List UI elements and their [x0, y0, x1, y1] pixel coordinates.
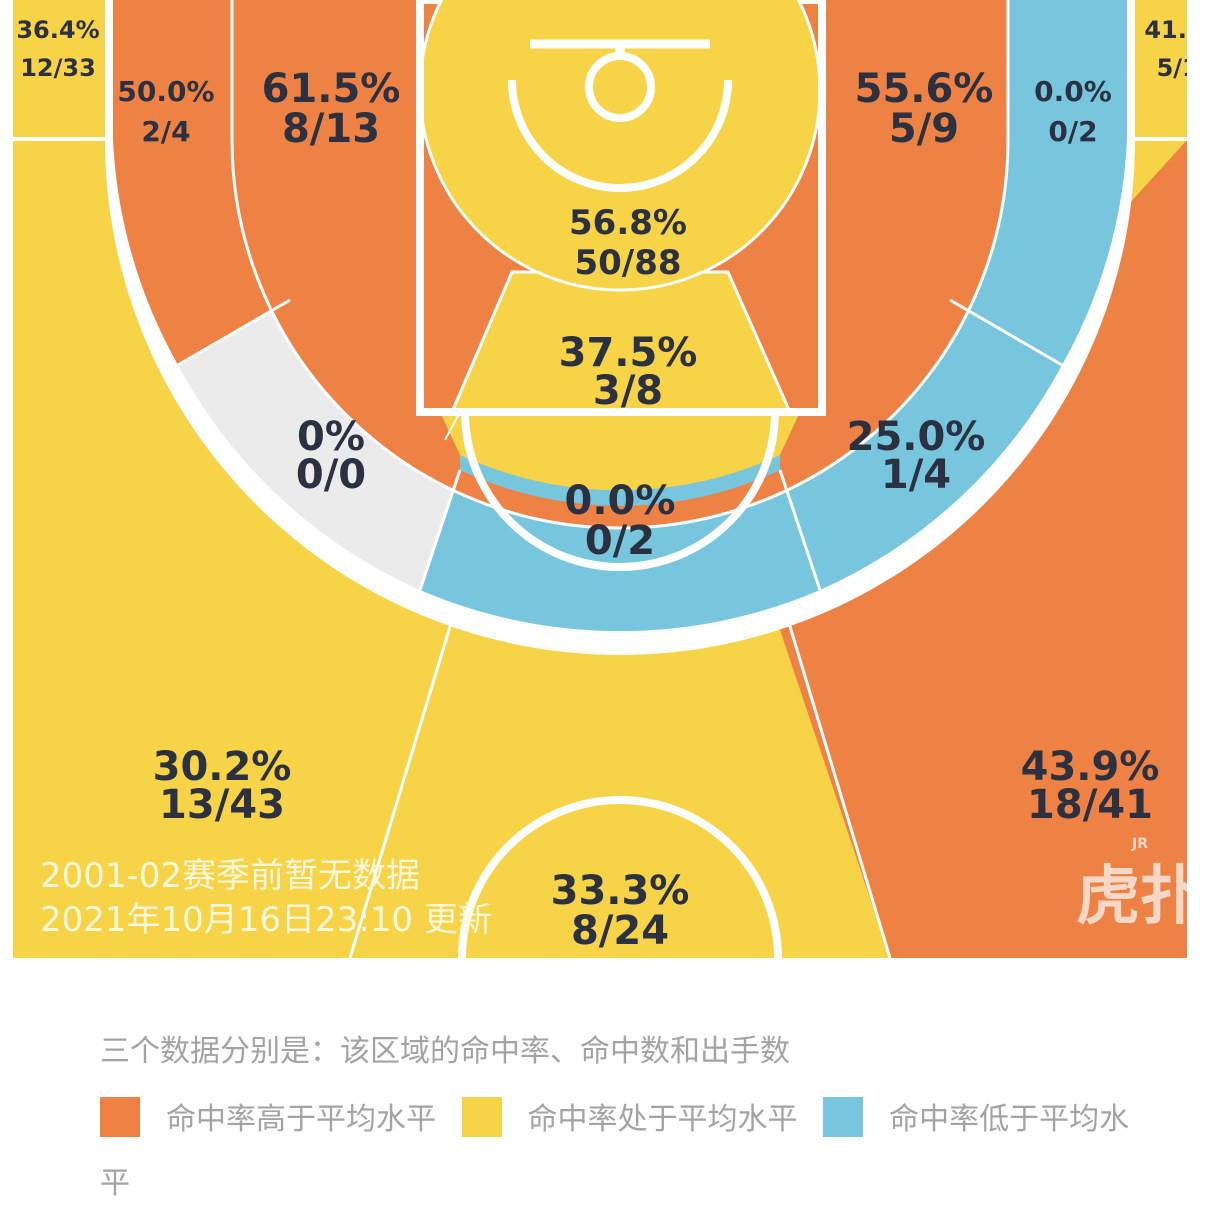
zone-label-frac: 0/0	[296, 452, 366, 498]
zone-left-wing-mid	[178, 300, 460, 590]
hupu-watermark: 虎扑	[1076, 860, 1204, 934]
zone-label-pct: 55.6%	[855, 66, 994, 112]
zone-label-frac: 8/13	[282, 106, 380, 152]
zone-label-frac: 5/12	[1157, 54, 1216, 82]
zone-right-corner-3	[1133, 0, 1187, 136]
zone-label-pct: 30.2%	[153, 744, 292, 790]
zone-label-pct: 37.5%	[559, 330, 698, 376]
zone-label-frac: 5/9	[889, 106, 959, 152]
zone-label-frac: 0/2	[585, 518, 655, 564]
zone-label-frac: 50/88	[574, 243, 681, 283]
zone-right-base-outer	[950, 0, 1127, 365]
legend-item-above: 命中率高于平均水平	[100, 1097, 452, 1137]
shot-chart-court: 36.4% 12/33 50.0% 2/4 61.5% 8/13 56.8% 5…	[13, 0, 1222, 958]
legend-label: 命中率低于平均水平	[100, 1102, 1130, 1201]
zone-label-pct: 56.8%	[569, 203, 687, 243]
legend-swatch-yellow	[461, 1097, 502, 1137]
zone-label-pct: 36.4%	[16, 16, 99, 44]
update-timestamp: 2021年10月16日23:10 更新	[40, 900, 492, 940]
zone-label-frac: 3/8	[593, 368, 663, 414]
zone-label-frac: 2/4	[141, 115, 190, 148]
zone-right-wing-mid	[780, 300, 1062, 590]
zone-label-pct: 43.9%	[1021, 744, 1160, 790]
zone-left-base-outer	[113, 0, 290, 365]
restricted-arc	[508, 79, 732, 192]
zone-label-pct: 0%	[297, 414, 365, 460]
zone-label-pct: 50.0%	[117, 75, 214, 108]
zone-left-corner-3	[13, 0, 105, 136]
legend-item-average: 命中率处于平均水平	[461, 1097, 814, 1137]
legend-item-below: 命中率低于平均水平	[100, 1097, 1130, 1201]
zone-label-frac: 0/2	[1048, 115, 1097, 148]
zone-label-frac: 12/33	[20, 54, 96, 82]
legend: 命中率高于平均水平 命中率处于平均水平 命中率低于平均水平	[100, 1088, 1140, 1216]
legend-swatch-orange	[100, 1097, 140, 1137]
zone-label-pct: 0.0%	[1034, 75, 1112, 108]
hupu-watermark-jr: JR	[1131, 836, 1148, 852]
no-data-note: 2001-02赛季前暂无数据	[40, 856, 421, 896]
zone-label-pct: 0.0%	[565, 478, 676, 524]
zone-label-frac: 1/4	[881, 452, 951, 498]
zone-label-pct: 41.7%	[1144, 16, 1222, 44]
zone-label-frac: 18/41	[1027, 782, 1153, 828]
zone-label-pct: 25.0%	[847, 414, 986, 460]
legend-label: 命中率处于平均水平	[527, 1102, 798, 1137]
legend-label: 命中率高于平均水平	[166, 1102, 436, 1137]
rim	[585, 52, 655, 122]
zone-label-frac: 8/24	[571, 908, 669, 954]
center-circle	[458, 796, 782, 958]
legend-description: 三个数据分别是：该区域的命中率、命中数和出手数	[100, 1034, 790, 1069]
zone-label-pct: 33.3%	[551, 868, 690, 914]
legend-swatch-blue	[823, 1097, 864, 1137]
zone-label-pct: 61.5%	[262, 66, 401, 112]
zone-label-frac: 13/43	[159, 782, 285, 828]
